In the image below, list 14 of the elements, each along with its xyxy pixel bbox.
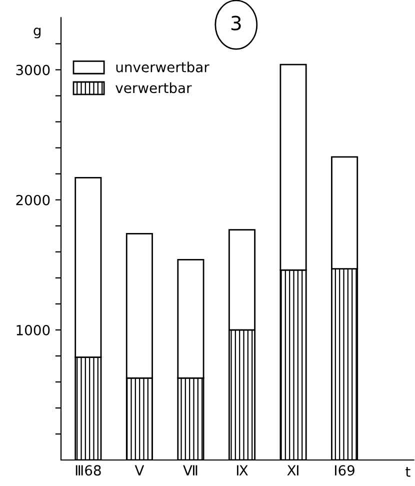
x-tick-label: Ⅸ: [236, 465, 248, 476]
x-tick-label: Ⅲ68: [76, 465, 101, 476]
x-tick-label: Ⅶ: [183, 465, 198, 476]
legend-label: verwertbar: [116, 82, 192, 94]
x-tick-label: Ⅴ: [134, 465, 144, 476]
x-tick-label: Ⅺ: [287, 465, 298, 476]
legend-label: unverwertbar: [116, 62, 210, 72]
y-axis-title: g: [34, 28, 40, 38]
x-axis-title: t: [406, 466, 410, 477]
chart-title: 3: [231, 16, 241, 30]
x-tick-label: Ⅰ69: [335, 465, 354, 476]
y-tick-label: 2000: [16, 194, 50, 206]
y-tick-label: 1000: [16, 324, 50, 336]
y-tick-label: 3000: [16, 64, 50, 76]
